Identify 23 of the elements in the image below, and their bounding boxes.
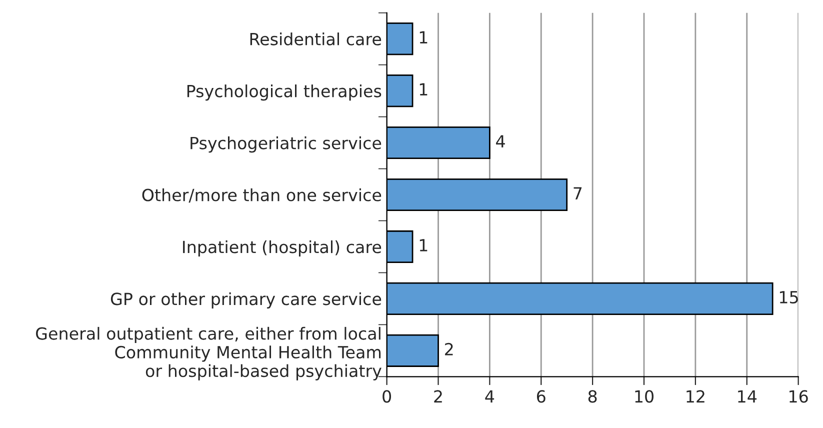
y-tick-label: Psychological therapies — [187, 84, 382, 101]
x-tick-label: 6 — [536, 390, 546, 403]
x-tick-label: 16 — [790, 390, 808, 403]
data-label: 1 — [420, 83, 428, 96]
y-tick-label: Psychogeriatric service — [190, 136, 382, 153]
data-label: 4 — [496, 135, 505, 148]
data-label: 1 — [420, 239, 428, 252]
x-tick-label: 10 — [635, 390, 654, 403]
y-tick-label: Other/more than one service — [142, 188, 382, 203]
data-label: 15 — [780, 291, 798, 304]
y-tick-label: General outpatient care, either from local Community Mental Health Team or hospital-based psychiatry — [36, 326, 382, 380]
x-tick-label: 8 — [588, 390, 597, 403]
y-tick-label: Inpatient (hospital) care — [183, 240, 382, 257]
data-label: 7 — [574, 187, 582, 200]
x-tick-label: 12 — [686, 390, 704, 402]
y-tick-label: Residential care — [250, 32, 382, 46]
data-label: 2 — [445, 342, 453, 356]
y-tick-label: GP or other primary care service — [110, 292, 382, 308]
x-tick-label: 0 — [382, 390, 392, 403]
x-tick-label: 14 — [738, 390, 757, 402]
x-tick-label: 2 — [434, 390, 442, 402]
data-label: 1 — [420, 31, 428, 44]
x-tick-label: 4 — [485, 390, 494, 402]
